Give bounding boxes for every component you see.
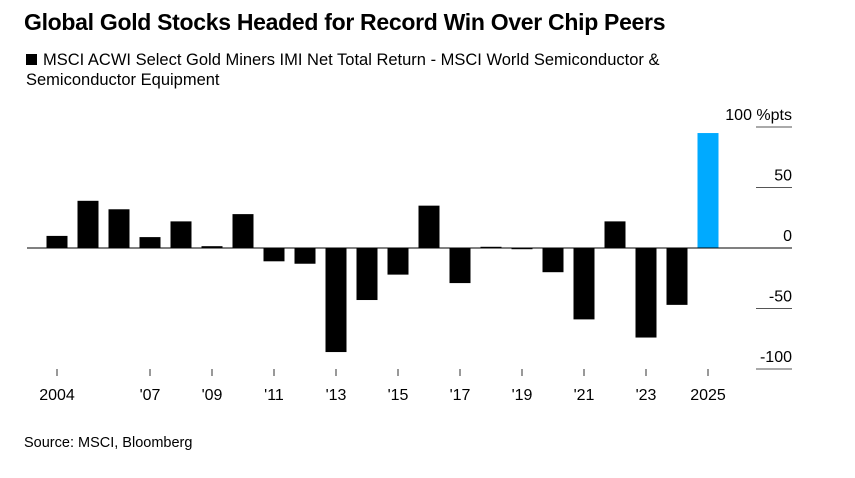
legend: MSCI ACWI Select Gold Miners IMI Net Tot… [26,50,766,90]
bar-2020 [542,248,564,273]
y-tick-label: -50 [769,289,792,306]
bar-2013 [325,248,347,353]
bar-2017 [449,248,471,284]
x-tick-label: '09 [202,387,223,404]
bar-2010 [232,214,254,248]
y-tick-label: 0 [783,228,792,245]
chart-title: Global Gold Stocks Headed for Record Win… [24,9,666,35]
legend-swatch [26,54,37,65]
bar-2018 [480,246,502,248]
y-tick-label: 50 [774,168,792,185]
bar-2019 [511,248,533,250]
bar-2016 [418,205,440,248]
x-tick-label: '17 [450,387,471,404]
legend-label: MSCI ACWI Select Gold Miners IMI Net Tot… [26,51,660,89]
bar-2014 [356,248,378,301]
source-note: Source: MSCI, Bloomberg [24,435,193,451]
x-tick-label: '15 [388,387,409,404]
x-tick-label: '07 [140,387,161,404]
bar-2023 [635,248,657,338]
bar-2012 [294,248,316,264]
bar-2007 [139,237,161,248]
bar-2021 [573,248,595,320]
x-tick-label: '11 [264,387,284,404]
y-tick-label: -100 [760,349,792,366]
bar-2009 [201,246,223,248]
bar-2004 [46,235,68,248]
bar-2008 [170,221,192,248]
x-tick-label: '19 [512,387,533,404]
bar-2011 [263,248,285,262]
x-tick-label: '21 [574,387,595,404]
y-tick-label: 100 %pts [725,107,792,124]
bar-2015 [387,248,409,275]
x-tick-label: '23 [636,387,657,404]
bar-2024 [666,248,688,305]
bar-2006 [108,209,130,248]
x-tick-label: 2004 [39,387,75,404]
bar-2022 [604,221,626,248]
bar-2005 [77,200,99,248]
bar-2025 [697,133,719,248]
x-tick-label: '13 [326,387,347,404]
x-tick-label: 2025 [690,387,726,404]
